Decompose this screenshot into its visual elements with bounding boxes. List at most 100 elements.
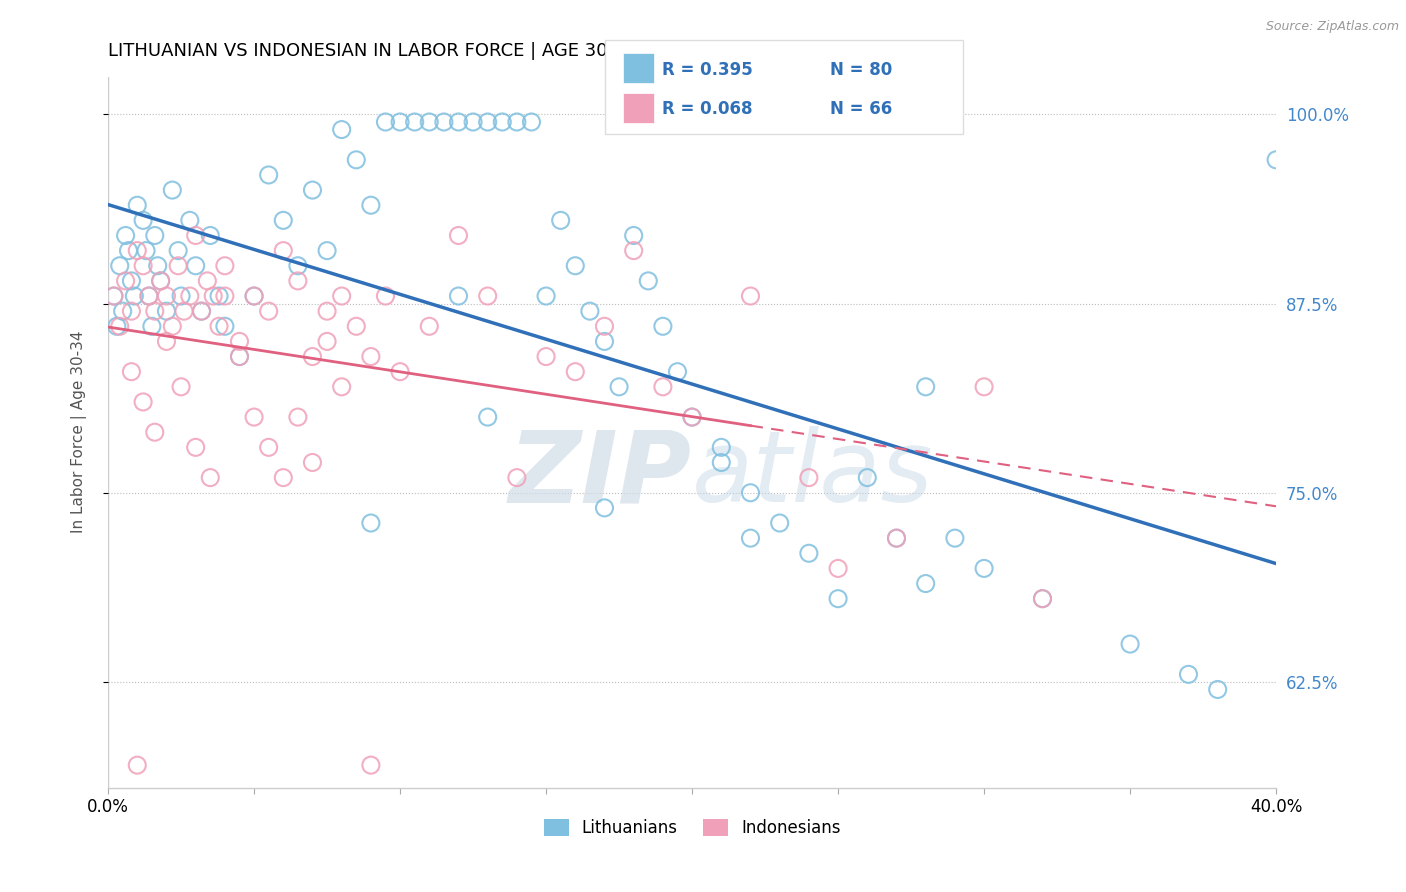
Point <box>105 319 128 334</box>
Point <box>374 115 396 129</box>
Text: LITHUANIAN VS INDONESIAN IN LABOR FORCE | AGE 30-34 CORRELATION CHART: LITHUANIAN VS INDONESIAN IN LABOR FORCE … <box>108 42 838 60</box>
Point <box>506 115 529 129</box>
Point <box>124 289 146 303</box>
Point <box>579 304 602 318</box>
Point <box>344 153 367 167</box>
Point <box>477 289 499 303</box>
Point <box>114 228 136 243</box>
Point <box>886 531 908 545</box>
Point <box>127 198 149 212</box>
Point <box>120 274 142 288</box>
Point <box>155 304 177 318</box>
Point <box>710 441 733 455</box>
Point <box>623 244 645 258</box>
Point <box>1265 153 1288 167</box>
Point <box>127 758 149 772</box>
Point <box>228 350 250 364</box>
Point <box>520 115 543 129</box>
Point <box>155 334 177 349</box>
Point <box>190 304 212 318</box>
Point <box>637 274 659 288</box>
Point <box>477 410 499 425</box>
Point <box>316 304 339 318</box>
Point <box>491 115 513 129</box>
Point <box>1177 667 1199 681</box>
Text: Source: ZipAtlas.com: Source: ZipAtlas.com <box>1265 20 1399 33</box>
Point <box>173 304 195 318</box>
Point <box>681 410 703 425</box>
Point <box>143 228 166 243</box>
Point <box>797 470 820 484</box>
Point <box>195 274 218 288</box>
Point <box>208 319 231 334</box>
Point <box>623 228 645 243</box>
Point <box>200 470 222 484</box>
Point <box>461 115 484 129</box>
Point <box>111 304 134 318</box>
Point <box>141 319 163 334</box>
Point <box>564 259 586 273</box>
Point <box>135 244 157 258</box>
Text: N = 66: N = 66 <box>830 100 891 118</box>
Point <box>360 516 382 530</box>
Point <box>170 289 193 303</box>
Point <box>651 319 673 334</box>
Point <box>108 319 131 334</box>
Point <box>143 425 166 440</box>
Point <box>287 259 309 273</box>
Point <box>374 289 396 303</box>
Point <box>564 365 586 379</box>
Point <box>681 410 703 425</box>
Point <box>103 289 125 303</box>
Point <box>740 289 762 303</box>
Point <box>301 183 323 197</box>
Point <box>1031 591 1053 606</box>
Text: R = 0.068: R = 0.068 <box>662 100 752 118</box>
Point <box>973 561 995 575</box>
Point <box>316 244 339 258</box>
Point <box>740 485 762 500</box>
Y-axis label: In Labor Force | Age 30-34: In Labor Force | Age 30-34 <box>72 331 87 533</box>
Point <box>316 334 339 349</box>
Point <box>170 380 193 394</box>
Point <box>360 198 382 212</box>
Point <box>651 380 673 394</box>
Point <box>506 470 529 484</box>
Point <box>162 183 184 197</box>
Point <box>202 289 225 303</box>
Text: ZIP: ZIP <box>509 426 692 524</box>
Point <box>418 115 440 129</box>
Point <box>344 319 367 334</box>
Point <box>330 380 353 394</box>
Text: N = 80: N = 80 <box>830 61 891 79</box>
Legend: Lithuanians, Indonesians: Lithuanians, Indonesians <box>537 812 848 844</box>
Point <box>389 365 412 379</box>
Point <box>127 244 149 258</box>
Point <box>360 350 382 364</box>
Point <box>184 441 207 455</box>
Point <box>769 516 792 530</box>
Point <box>257 304 280 318</box>
Point <box>162 319 184 334</box>
Point <box>120 365 142 379</box>
Point <box>1119 637 1142 651</box>
Point <box>120 304 142 318</box>
Point <box>117 244 139 258</box>
Point <box>138 289 160 303</box>
Point <box>389 115 412 129</box>
Point <box>330 122 353 136</box>
Point <box>243 289 266 303</box>
Point <box>477 115 499 129</box>
Point <box>593 500 616 515</box>
Text: R = 0.395: R = 0.395 <box>662 61 754 79</box>
Point <box>214 319 236 334</box>
Point <box>179 213 201 227</box>
Point <box>184 259 207 273</box>
Point <box>179 289 201 303</box>
Point <box>287 410 309 425</box>
Text: atlas: atlas <box>692 426 934 524</box>
Point <box>447 228 470 243</box>
Point <box>827 561 849 575</box>
Point <box>827 591 849 606</box>
Point <box>114 274 136 288</box>
